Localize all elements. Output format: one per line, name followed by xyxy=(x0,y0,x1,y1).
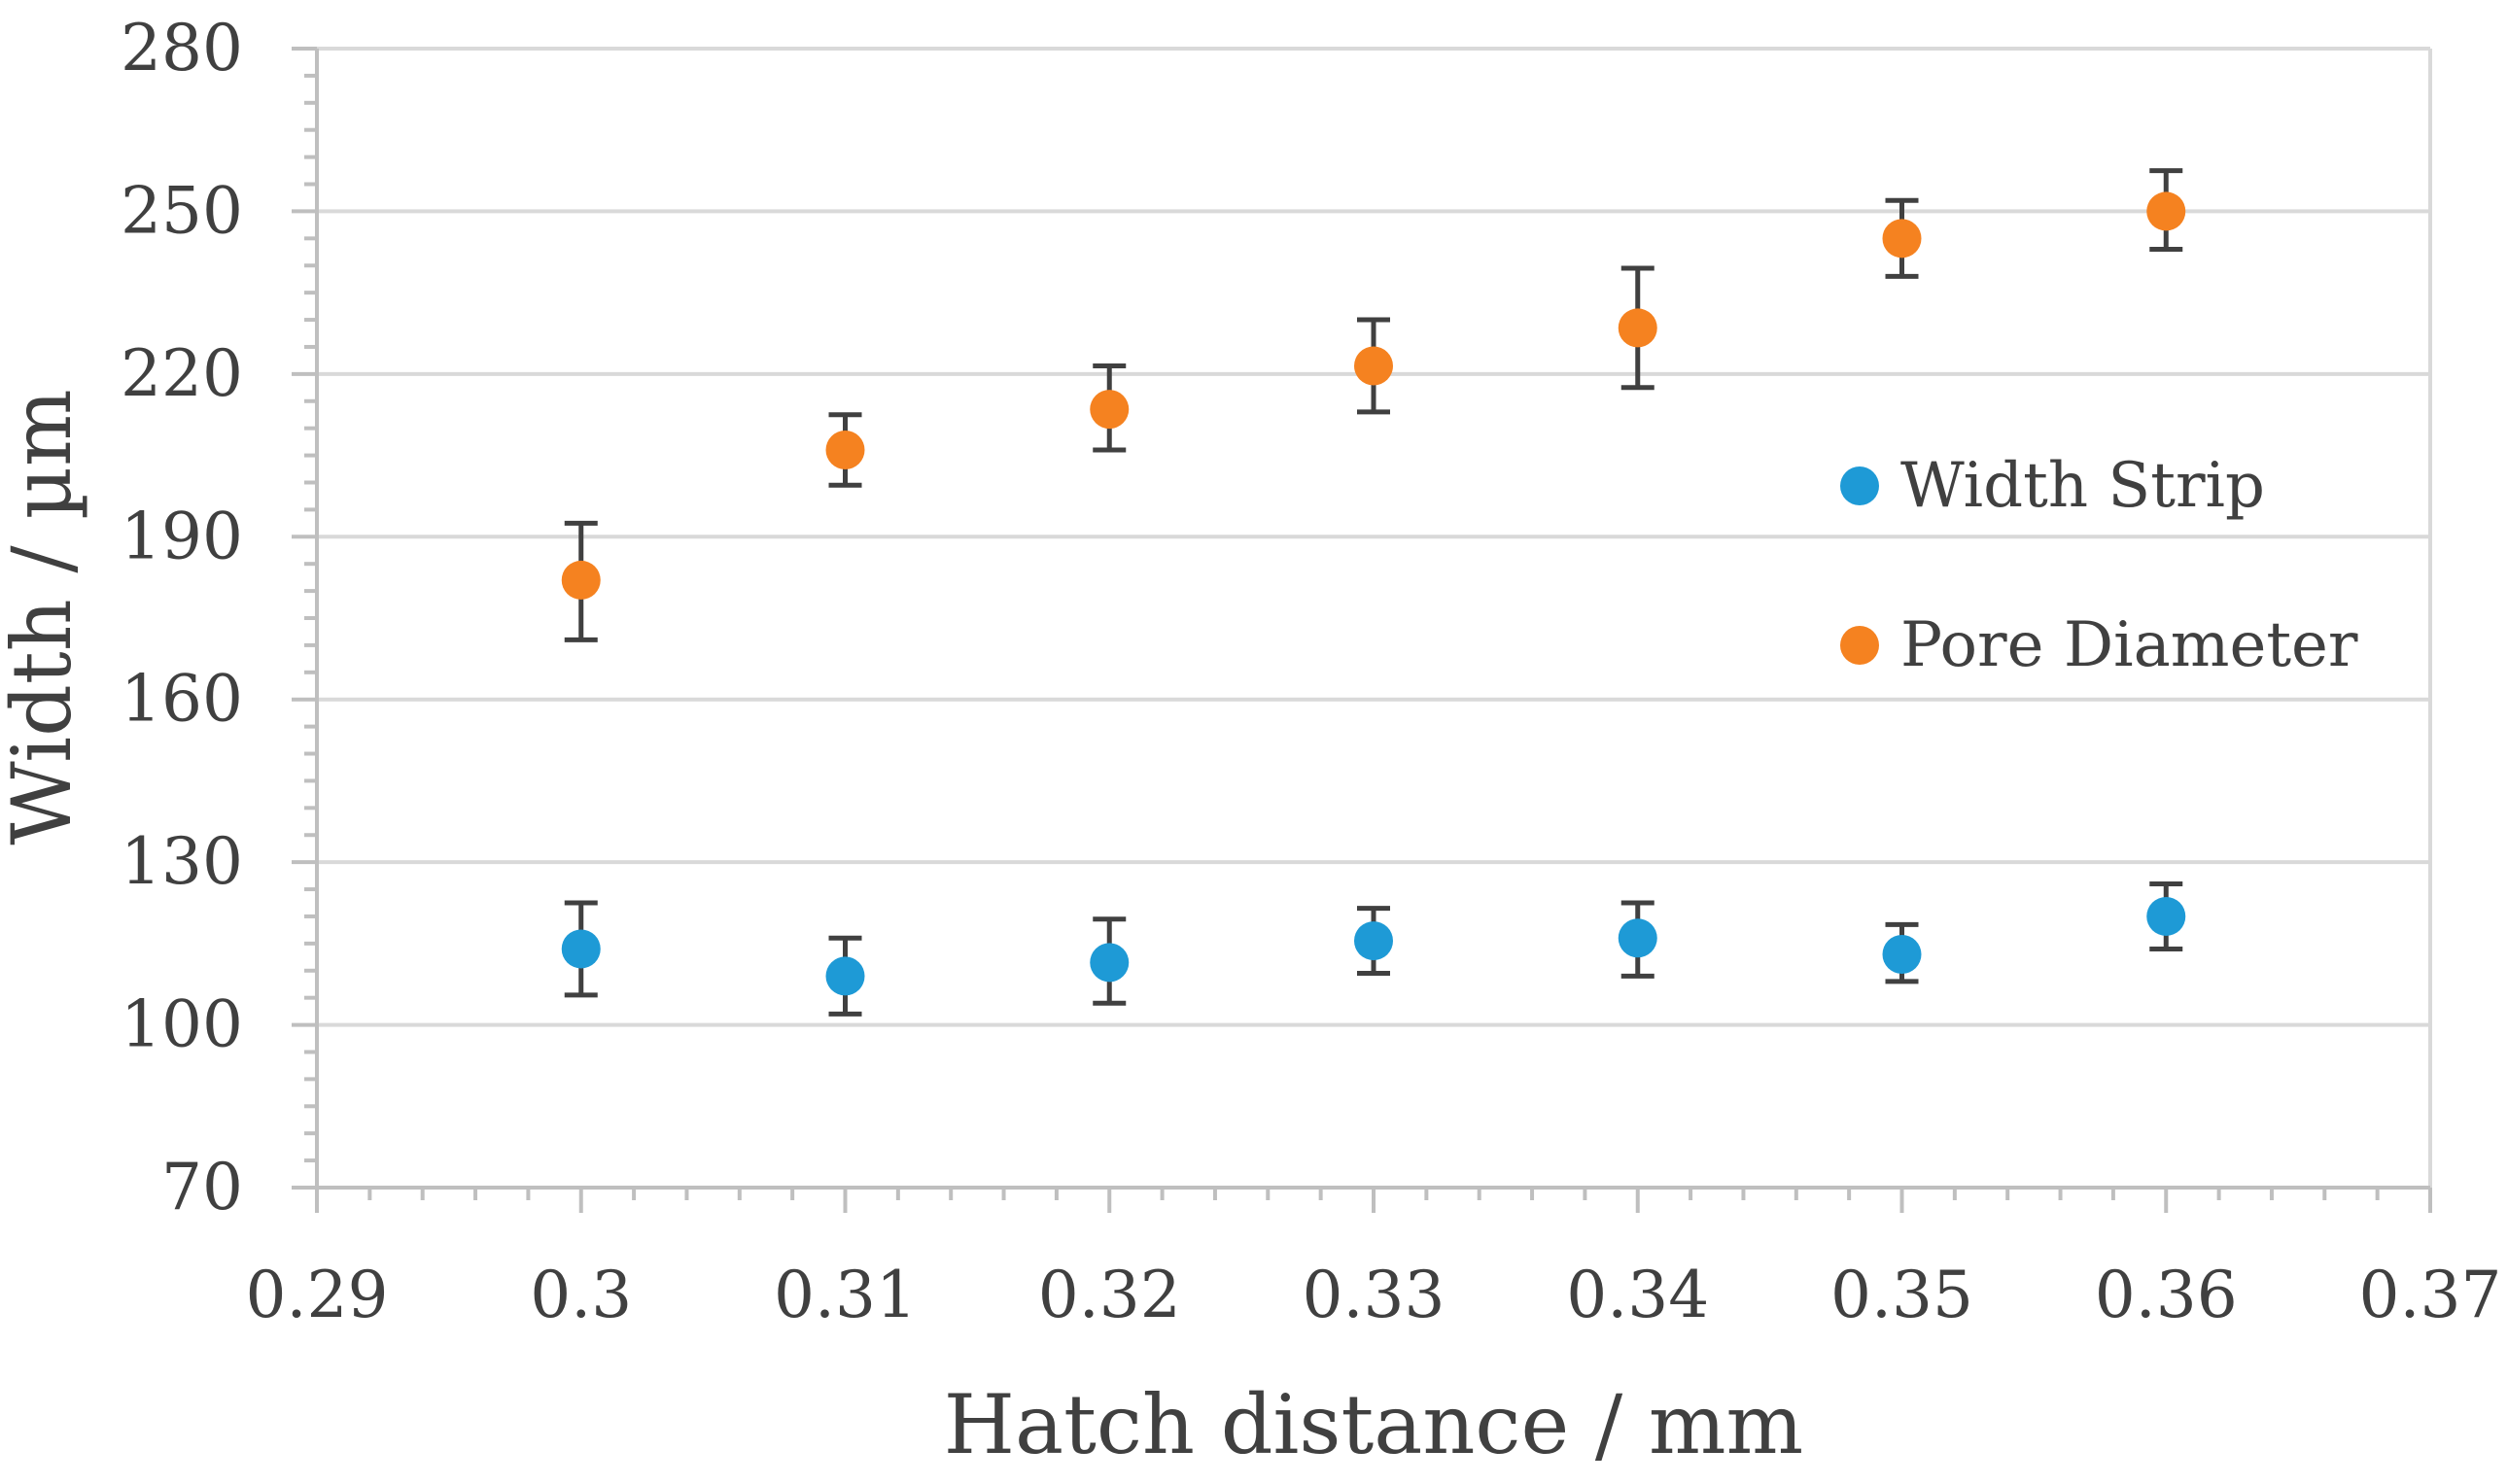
y-tick-label: 280 xyxy=(121,11,243,86)
legend-marker-width-strip xyxy=(1840,466,1879,505)
width-strip-point xyxy=(825,956,865,996)
x-tick-label: 0.34 xyxy=(1566,1258,1709,1332)
pore-diameter-point xyxy=(2146,191,2186,231)
legend: Width Strip Pore Diameter xyxy=(1840,450,2358,681)
width-strip-point xyxy=(1882,935,1922,975)
width-strip-point xyxy=(1090,943,1130,983)
legend-label-pore-diameter: Pore Diameter xyxy=(1900,609,2358,681)
pore-diameter-point xyxy=(1090,390,1130,430)
error-bars xyxy=(564,168,2183,1017)
legend-marker-pore-diameter xyxy=(1840,626,1879,665)
x-tick-label: 0.31 xyxy=(774,1258,917,1332)
width-strip-point xyxy=(1354,921,1393,961)
width-strip-point xyxy=(561,929,601,969)
width-strip-point xyxy=(2146,896,2186,936)
pore-diameter-point xyxy=(825,430,865,469)
x-tick-label: 0.35 xyxy=(1830,1258,1973,1332)
data-points xyxy=(561,191,2186,996)
pore-diameter-point xyxy=(1882,219,1922,259)
y-tick-label: 250 xyxy=(121,173,243,248)
axes xyxy=(292,47,2432,1213)
y-tick-label: 70 xyxy=(161,1150,243,1225)
y-tick-label: 130 xyxy=(121,824,243,899)
x-tick-label: 0.32 xyxy=(1038,1258,1181,1332)
y-tick-label: 160 xyxy=(121,662,243,737)
pore-diameter-point xyxy=(561,560,601,600)
x-tick-label: 0.36 xyxy=(2095,1258,2238,1332)
x-tick-label: 0.33 xyxy=(1303,1258,1446,1332)
y-tick-label: 100 xyxy=(121,987,243,1062)
pore-diameter-point xyxy=(1618,308,1657,348)
x-tick-label: 0.37 xyxy=(2359,1258,2502,1332)
x-tick-label: 0.3 xyxy=(530,1258,632,1332)
x-tick-label: 0.29 xyxy=(246,1258,389,1332)
y-tick-label: 190 xyxy=(121,499,243,573)
tick-labels: 70 100 130 160 190 220 250 280 0.29 0.3 0.31 0.32 0.… xyxy=(121,11,2501,1332)
x-axis-title: Hatch distance / mm xyxy=(944,1377,1803,1472)
pore-diameter-point xyxy=(1354,346,1393,386)
y-axis-title: Width / µm xyxy=(0,389,89,845)
width-strip-point xyxy=(1618,918,1657,958)
y-tick-label: 220 xyxy=(121,336,243,411)
legend-label-width-strip: Width Strip xyxy=(1900,450,2265,522)
grid-lines xyxy=(317,47,2430,1027)
